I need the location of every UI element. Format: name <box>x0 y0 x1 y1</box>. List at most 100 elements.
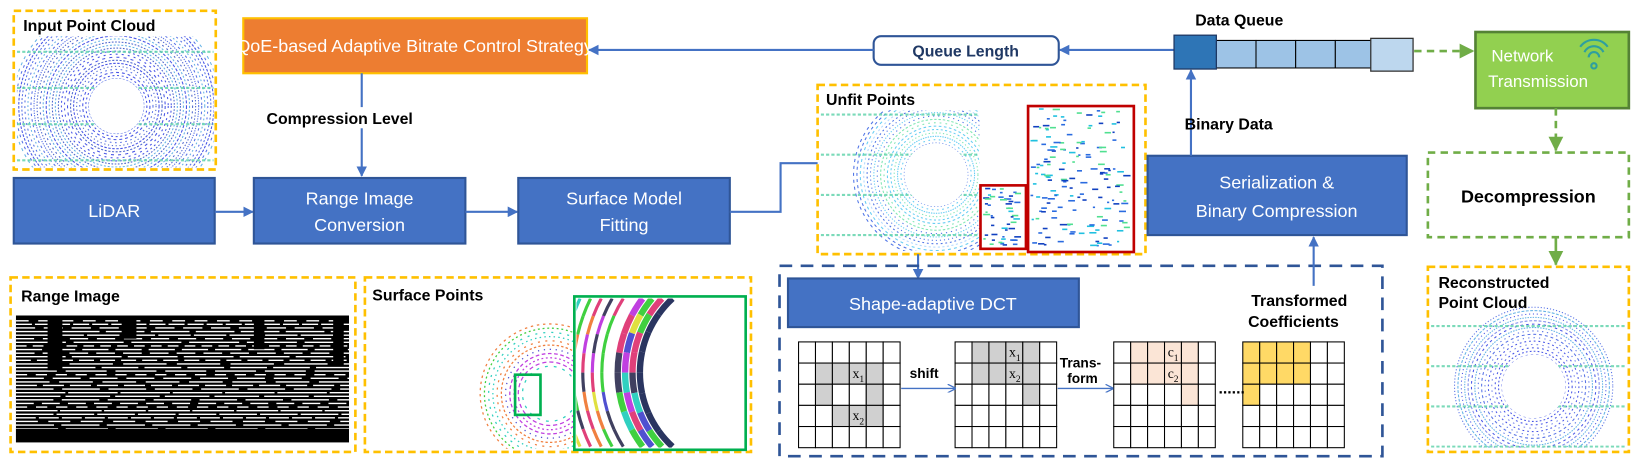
point <box>1011 214 1019 217</box>
surface-segment <box>637 428 655 448</box>
surface-segment <box>637 312 653 334</box>
point <box>1013 191 1017 194</box>
surface-ring <box>496 340 574 448</box>
point <box>1072 161 1075 163</box>
scan-ring <box>60 50 172 162</box>
point <box>992 188 996 191</box>
point <box>1006 207 1013 210</box>
surface-segment <box>590 372 596 393</box>
scan-ring <box>27 36 206 168</box>
point <box>1011 239 1018 242</box>
point <box>1100 224 1107 227</box>
point <box>1069 232 1075 235</box>
point <box>1063 180 1067 183</box>
scan-ring <box>85 74 148 138</box>
point <box>1092 188 1099 191</box>
range-image-panel: Range Image <box>9 276 357 454</box>
point <box>1089 224 1095 226</box>
surface-segment <box>637 298 655 317</box>
scan-ring <box>876 115 980 235</box>
grid-cell <box>1293 362 1312 385</box>
scan-ring <box>63 53 169 159</box>
point <box>1010 216 1014 218</box>
point <box>1039 210 1043 213</box>
surface-segment <box>602 298 614 317</box>
grid-cell <box>1276 341 1295 364</box>
point <box>1008 210 1014 213</box>
point <box>1014 236 1022 238</box>
point <box>1008 195 1014 197</box>
point <box>1000 243 1004 245</box>
point <box>1062 162 1066 164</box>
point <box>1046 174 1053 177</box>
point <box>1079 193 1084 195</box>
point <box>1085 156 1092 158</box>
grid-cell <box>1039 341 1058 364</box>
grid-cell <box>1259 404 1278 428</box>
grid-cell <box>1276 404 1295 428</box>
point <box>1050 146 1058 148</box>
grid-cell <box>882 362 901 385</box>
point <box>984 198 992 200</box>
scan-ring <box>1474 326 1593 446</box>
surface-segment <box>612 428 625 448</box>
grid-cell <box>1242 383 1261 406</box>
surface-segment <box>629 428 646 448</box>
grid-cell <box>1293 341 1312 364</box>
scan-ring <box>1477 330 1590 443</box>
unfit-points-panel: Unfit Points <box>816 83 1147 256</box>
point <box>1006 223 1011 226</box>
surface-segment <box>600 372 605 393</box>
grid-cell <box>1130 362 1149 385</box>
surface-ring <box>504 348 574 439</box>
point <box>1015 192 1022 195</box>
point <box>1088 124 1093 127</box>
unfit-zoom-box <box>1026 104 1136 254</box>
range-shadow <box>333 317 344 366</box>
unfit-highlight-box <box>979 184 1028 251</box>
point <box>1047 179 1053 181</box>
shift-label: shift <box>910 366 939 381</box>
scan-ring <box>869 110 980 241</box>
surface-fitting-label-2: Fitting <box>600 215 649 235</box>
grid-cell <box>1022 383 1041 406</box>
point <box>1104 207 1112 210</box>
surface-segment <box>582 334 590 354</box>
symbol-subscript: 1 <box>859 375 864 385</box>
symbol-base: x <box>853 408 860 423</box>
surface-segment <box>616 332 628 354</box>
grid-cell <box>1147 426 1166 449</box>
point <box>1060 148 1066 151</box>
dct-grid-4 <box>1242 341 1345 449</box>
grid-cell <box>848 341 867 364</box>
grid-cell <box>865 362 884 385</box>
point <box>1032 242 1038 244</box>
surface-highlight-box <box>513 373 542 417</box>
point <box>1096 242 1103 245</box>
point <box>1081 140 1085 143</box>
point <box>1041 197 1048 199</box>
grid-cell <box>954 426 973 449</box>
point <box>999 191 1003 194</box>
surface-segment <box>656 298 675 316</box>
point <box>1047 163 1051 166</box>
range-conversion-label-2: Conversion <box>314 215 405 235</box>
surface-segment <box>621 410 635 432</box>
reconstructed-point-cloud-image <box>1431 306 1626 448</box>
point <box>1104 168 1111 170</box>
unfit-zoom-small-image <box>983 187 1022 246</box>
grid-cell <box>798 404 817 428</box>
point <box>1038 108 1044 110</box>
queue-slot <box>1215 39 1257 69</box>
grid-cell <box>848 383 867 406</box>
unfit-points-title: Unfit Points <box>826 92 915 109</box>
point <box>989 243 994 245</box>
serialization-label-2: Binary Compression <box>1196 201 1358 221</box>
grid-cell <box>1005 383 1024 406</box>
scan-ring <box>1460 313 1607 448</box>
point <box>1008 200 1014 203</box>
grid-cell <box>1326 383 1345 406</box>
point <box>1113 203 1120 205</box>
grid-cell <box>1293 426 1312 449</box>
